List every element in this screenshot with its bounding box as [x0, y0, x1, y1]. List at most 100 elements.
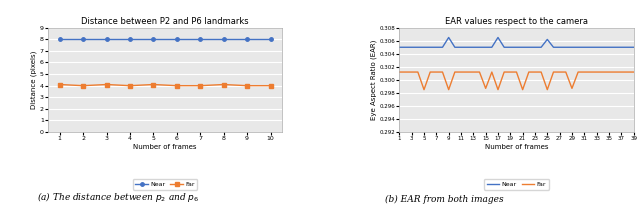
Near: [457, 46, 465, 49]
Far: [150, 83, 157, 86]
Near: [574, 46, 582, 49]
Near: [438, 46, 446, 49]
Far: [126, 84, 134, 87]
Far: [611, 71, 619, 73]
Near: [476, 46, 483, 49]
Near: [463, 46, 471, 49]
Line: Near: Near: [58, 37, 272, 41]
Far: [102, 83, 111, 86]
Far: [550, 71, 557, 73]
Near: [408, 46, 415, 49]
Far: [568, 87, 576, 90]
Far: [562, 71, 570, 73]
Near: [593, 46, 600, 49]
Legend: Near, Far: Near, Far: [484, 179, 548, 190]
Near: [580, 46, 588, 49]
Far: [243, 84, 251, 87]
Far: [470, 71, 477, 73]
Near: [451, 46, 459, 49]
Title: EAR values respect to the camera: EAR values respect to the camera: [445, 17, 588, 26]
X-axis label: Number of frames: Number of frames: [484, 144, 548, 150]
Near: [630, 46, 637, 49]
Far: [513, 71, 520, 73]
Near: [420, 46, 428, 49]
Far: [457, 71, 465, 73]
Near: [519, 46, 527, 49]
Far: [543, 88, 551, 91]
Far: [451, 71, 459, 73]
Far: [426, 71, 434, 73]
Near: [102, 38, 111, 40]
Far: [396, 71, 403, 73]
Near: [79, 38, 87, 40]
Near: [482, 46, 490, 49]
Title: Distance between P2 and P6 landmarks: Distance between P2 and P6 landmarks: [81, 17, 249, 26]
Near: [494, 36, 502, 39]
Y-axis label: Distance (pixels): Distance (pixels): [31, 51, 37, 109]
Line: Near: Near: [399, 37, 634, 47]
Far: [593, 71, 600, 73]
Far: [500, 71, 508, 73]
Y-axis label: Eye Aspect Ratio (EAR): Eye Aspect Ratio (EAR): [370, 40, 377, 120]
Near: [433, 46, 440, 49]
Near: [623, 46, 631, 49]
Far: [630, 71, 637, 73]
Far: [506, 71, 514, 73]
Near: [531, 46, 539, 49]
Near: [267, 38, 275, 40]
Far: [445, 88, 452, 91]
Far: [580, 71, 588, 73]
Near: [445, 36, 452, 39]
Near: [525, 46, 532, 49]
Near: [599, 46, 607, 49]
Near: [126, 38, 134, 40]
Far: [56, 83, 63, 86]
Line: Far: Far: [399, 72, 634, 90]
Near: [150, 38, 157, 40]
Near: [611, 46, 619, 49]
Far: [420, 88, 428, 91]
Near: [56, 38, 63, 40]
Near: [173, 38, 180, 40]
Text: (a) The distance between $p_2$ and $p_6$: (a) The distance between $p_2$ and $p_6$: [37, 190, 200, 204]
Near: [220, 38, 228, 40]
Near: [396, 46, 403, 49]
Legend: Near, Far: Near, Far: [133, 179, 197, 190]
Far: [531, 71, 539, 73]
Near: [196, 38, 204, 40]
Near: [513, 46, 520, 49]
Far: [494, 88, 502, 91]
Far: [605, 71, 612, 73]
Far: [623, 71, 631, 73]
Near: [243, 38, 251, 40]
Far: [220, 83, 228, 86]
Far: [476, 71, 483, 73]
Near: [568, 46, 576, 49]
Far: [267, 84, 275, 87]
Far: [79, 84, 87, 87]
Near: [543, 38, 551, 41]
Near: [506, 46, 514, 49]
Far: [196, 84, 204, 87]
Near: [500, 46, 508, 49]
Near: [556, 46, 563, 49]
Far: [488, 71, 495, 73]
Line: Far: Far: [58, 83, 272, 87]
Far: [408, 71, 415, 73]
Near: [402, 46, 410, 49]
Near: [562, 46, 570, 49]
Far: [574, 71, 582, 73]
Far: [538, 71, 545, 73]
Far: [599, 71, 607, 73]
Near: [550, 46, 557, 49]
Text: (b) EAR from both images: (b) EAR from both images: [385, 195, 504, 204]
Far: [463, 71, 471, 73]
Near: [605, 46, 612, 49]
X-axis label: Number of frames: Number of frames: [133, 144, 197, 150]
Near: [426, 46, 434, 49]
Far: [173, 84, 180, 87]
Near: [488, 46, 495, 49]
Far: [433, 71, 440, 73]
Near: [538, 46, 545, 49]
Far: [587, 71, 595, 73]
